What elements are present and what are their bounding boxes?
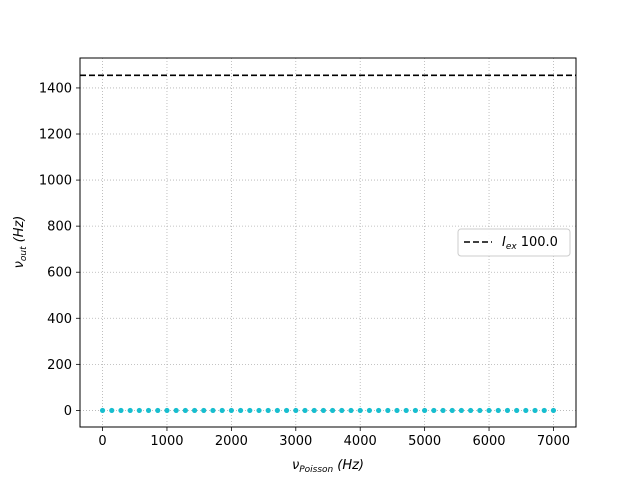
data-point: [274, 407, 280, 414]
ticks: 0 1000 2000 3000 4000 5000 6000 7000 0 200 400 600 8…: [39, 81, 570, 449]
data-point: [173, 407, 179, 414]
x-tick-label: 7000: [537, 434, 570, 449]
data-point: [440, 407, 446, 414]
data-point: [357, 407, 363, 414]
plot-frame: [79, 57, 577, 428]
data-point: [339, 407, 345, 414]
data-point: [449, 407, 455, 414]
x-axis-label: νPoisson (Hz): [292, 458, 364, 475]
x-tick-label: 5000: [408, 434, 441, 449]
data-point: [182, 407, 188, 414]
data-point: [219, 407, 225, 414]
y-tick-label: 1000: [39, 174, 72, 189]
data-point: [210, 407, 216, 414]
data-point: [99, 407, 106, 414]
data-point: [486, 407, 492, 414]
data-point: [504, 407, 511, 414]
data-point: [422, 407, 428, 414]
y-tick-label: 1400: [39, 81, 72, 96]
x-tick-label: 2000: [215, 434, 248, 449]
data-point: [431, 407, 437, 414]
data-point: [550, 407, 557, 414]
y-tick-label: 0: [64, 404, 72, 419]
x-tick-label: 4000: [344, 434, 377, 449]
data-point: [247, 407, 253, 414]
legend: Iex 100.0: [457, 228, 571, 257]
data-point: [109, 407, 115, 414]
data-point: [458, 407, 465, 414]
data-point: [403, 407, 409, 414]
data-point: [514, 407, 520, 414]
data-point: [164, 407, 170, 414]
y-tick-label: 600: [47, 266, 72, 281]
data-point: [302, 407, 308, 414]
data-point: [136, 407, 142, 414]
y-tick-label: 200: [47, 358, 72, 373]
legend-box: [457, 228, 571, 257]
data-point: [293, 407, 299, 414]
y-tick-label: 1200: [39, 128, 72, 143]
x-tick-label: 0: [98, 434, 106, 449]
y-tick-label: 800: [47, 220, 72, 235]
y-tick-label: 400: [47, 312, 72, 327]
data-point: [320, 407, 327, 414]
data-point: [385, 407, 391, 414]
data-point: [468, 407, 474, 414]
data-point: [523, 407, 529, 414]
data-points: [99, 407, 557, 414]
legend-label: Iex 100.0: [502, 235, 558, 252]
data-point: [256, 407, 262, 414]
data-point: [127, 407, 133, 414]
data-point: [237, 407, 244, 414]
y-axis-label: νout(Hz): [12, 216, 29, 269]
data-point: [366, 407, 373, 414]
data-point: [495, 407, 501, 414]
data-point: [228, 407, 234, 414]
data-point: [155, 407, 161, 414]
data-point: [145, 407, 152, 414]
data-point: [329, 407, 336, 414]
data-point: [283, 407, 290, 414]
data-point: [532, 407, 538, 414]
data-point: [118, 407, 124, 414]
data-point: [477, 407, 483, 414]
data-point: [311, 407, 317, 414]
x-tick-label: 1000: [150, 434, 183, 449]
data-point: [265, 407, 271, 414]
data-point: [394, 407, 400, 414]
x-tick-label: 3000: [279, 434, 312, 449]
data-point: [412, 407, 419, 414]
data-point: [191, 407, 198, 414]
data-point: [348, 407, 354, 414]
data-point: [376, 407, 382, 414]
data-point: [201, 407, 207, 414]
x-tick-label: 6000: [472, 434, 505, 449]
data-point: [541, 407, 547, 414]
